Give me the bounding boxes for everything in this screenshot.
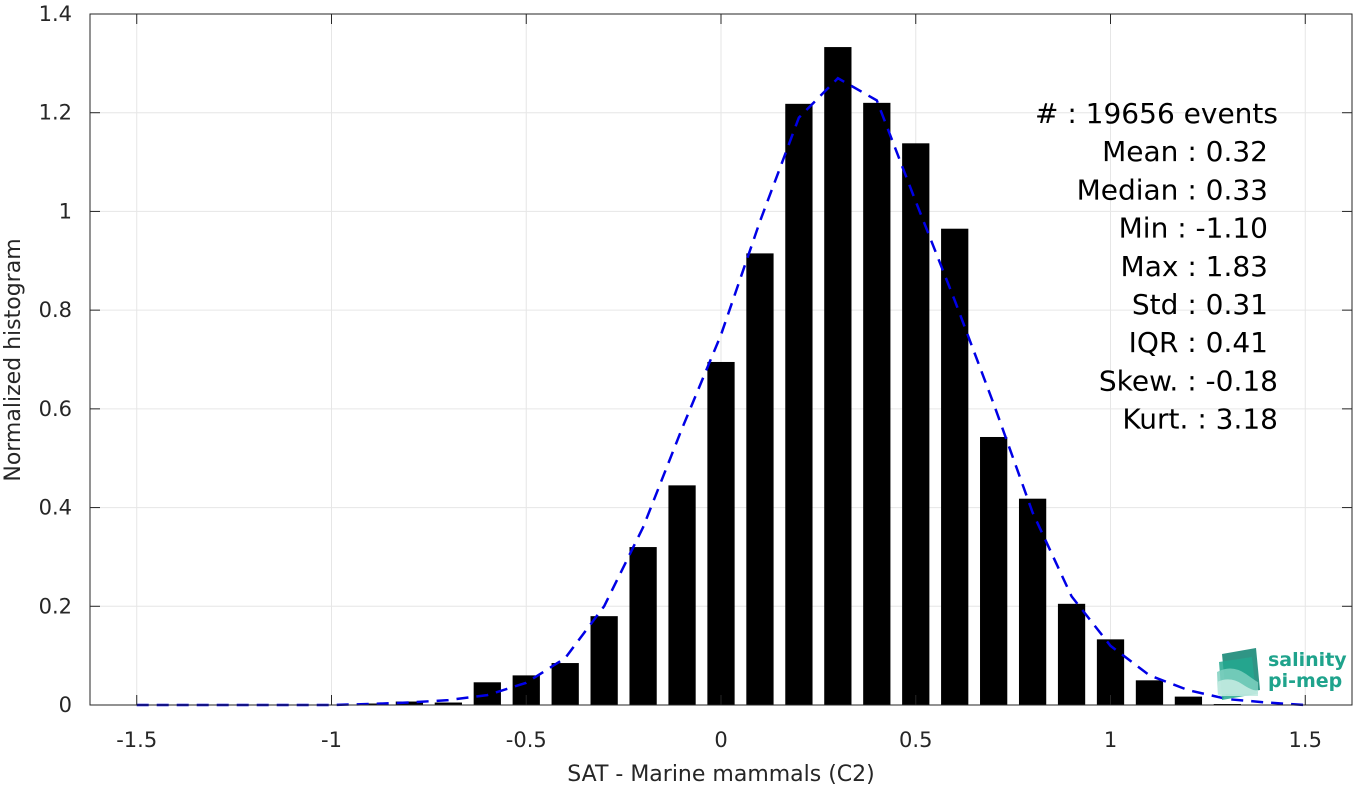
logo-salinity-text: salinity (1268, 649, 1347, 671)
stats-box: # : 19656 events Mean : 0.32 Median : 0.33… (1035, 97, 1278, 436)
histogram-bar (551, 663, 579, 705)
stat-line: Skew. : -0.18 (1099, 364, 1278, 397)
x-tick-label: -0.5 (506, 728, 547, 752)
histogram-bar (1018, 498, 1047, 705)
x-tick-label: -1.5 (116, 728, 157, 752)
histogram-bar (746, 253, 774, 705)
histogram-bar (434, 702, 462, 705)
histogram-bar (1096, 639, 1125, 705)
x-tick-label: 1.5 (1289, 728, 1322, 752)
x-tick-label: 0.5 (899, 728, 932, 752)
stat-line: Median : 0.33 (1077, 173, 1268, 206)
histogram-bar (1057, 603, 1086, 705)
x-tick-label: 0 (714, 728, 727, 752)
histogram-bar (902, 143, 930, 705)
y-tick-label: 0.4 (39, 496, 72, 520)
histogram-bar (1174, 696, 1203, 705)
grid-layer (90, 13, 1352, 706)
histogram-bar (863, 102, 891, 706)
salinity-pi-mep-logo: salinity pi-mep (1217, 648, 1347, 700)
histogram-bar (473, 682, 501, 705)
y-tick-label: 1.4 (39, 2, 72, 26)
x-axis-label: SAT - Marine mammals (C2) (567, 762, 875, 785)
histogram-bar (824, 47, 852, 706)
y-tick-label: 0.8 (39, 298, 72, 322)
stat-line: Mean : 0.32 (1102, 135, 1268, 168)
y-tick-label: 1 (59, 199, 72, 223)
histogram-bar (590, 616, 618, 705)
histogram-bar (668, 485, 696, 705)
axes-layer (89, 13, 1353, 706)
y-tick-label: 1.2 (39, 101, 72, 125)
fit-curve-layer (136, 76, 1306, 707)
histogram-bar (980, 436, 1008, 705)
x-tick-label: -1 (321, 728, 342, 752)
tick-labels-layer: -1.5 -1 -0.5 0 0.5 1 1.5 0 0.2 0.4 0.6 0.8 1 1.2 1.4 (39, 2, 1322, 752)
histogram-bar (785, 103, 813, 705)
fit-curve-line (136, 76, 1306, 707)
y-tick-label: 0.6 (39, 397, 72, 421)
histogram-bar (629, 547, 657, 705)
stat-line: Min : -1.10 (1119, 212, 1268, 245)
stat-line: # : 19656 events (1035, 97, 1278, 130)
histogram-bar (707, 361, 735, 705)
y-axis-label: Normalized histogram (1, 238, 26, 481)
stat-line: Max : 1.83 (1121, 250, 1268, 283)
histogram-bar (395, 701, 424, 705)
y-tick-label: 0 (59, 693, 72, 717)
logo-pi-mep-text: pi-mep (1268, 670, 1342, 692)
histogram-bar (356, 703, 385, 705)
stat-line: Kurt. : 3.18 (1122, 403, 1278, 436)
y-tick-label: 0.2 (39, 594, 72, 618)
logo-wave-icon (1217, 648, 1260, 700)
stat-line: Std : 0.31 (1132, 288, 1268, 321)
histogram-bar (1135, 680, 1164, 705)
stat-line: IQR : 0.41 (1129, 326, 1268, 359)
x-tick-label: 1 (1104, 728, 1117, 752)
bars-layer (278, 47, 1319, 706)
histogram-bar (941, 228, 969, 706)
